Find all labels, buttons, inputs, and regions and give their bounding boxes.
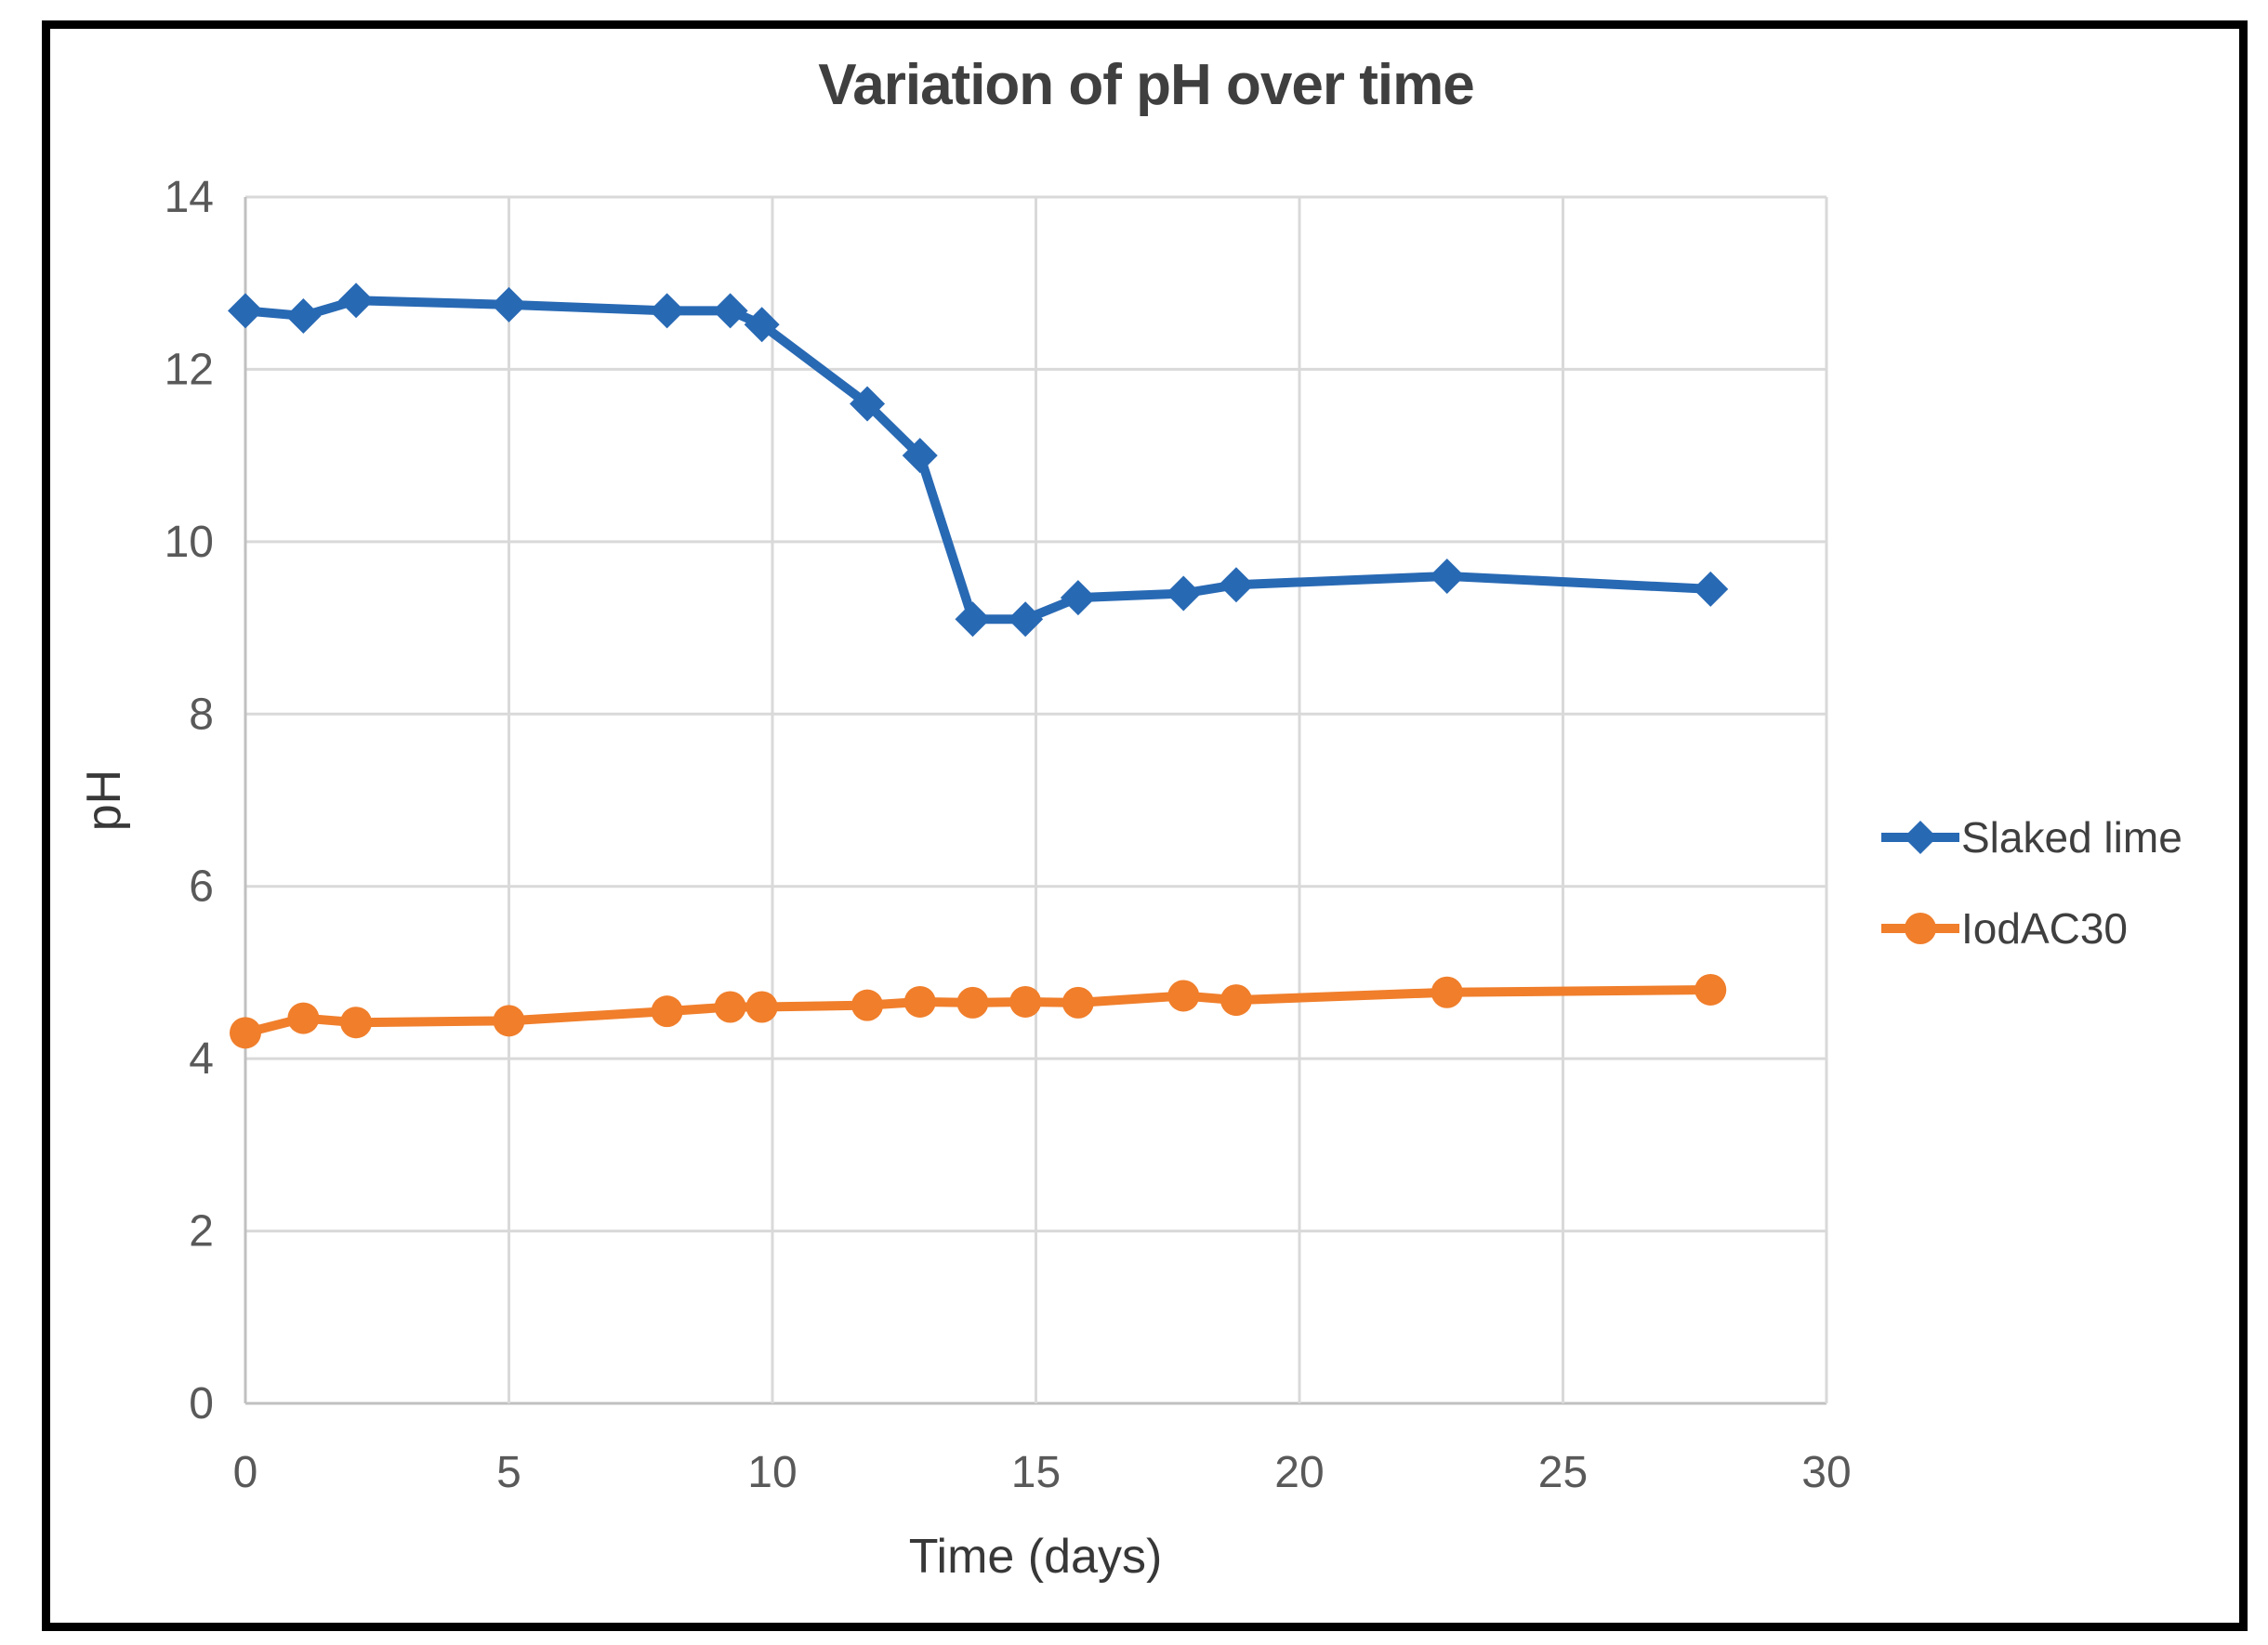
legend-item-iodac30: IodAC30 xyxy=(1879,901,2182,955)
legend-item-slaked-lime: Slaked lime xyxy=(1879,810,2182,864)
iodac30-legend-marker xyxy=(1881,913,1959,944)
data-point-1-11 xyxy=(1061,986,1094,1019)
x-tick-label-30: 30 xyxy=(1801,1448,1851,1497)
data-point-0-0 xyxy=(228,293,263,329)
data-point-0-12 xyxy=(1166,575,1202,612)
x-tick-label-10: 10 xyxy=(747,1448,797,1497)
y-tick-label-12: 12 xyxy=(165,345,214,394)
x-tick-label-20: 20 xyxy=(1274,1448,1324,1497)
data-point-1-13 xyxy=(1220,984,1252,1017)
data-point-1-0 xyxy=(230,1017,261,1049)
legend: Slaked lime IodAC30 xyxy=(1879,810,2182,993)
legend-diamond-icon xyxy=(1904,821,1937,854)
data-point-0-1 xyxy=(285,297,322,334)
data-point-1-2 xyxy=(340,1007,373,1039)
data-point-1-12 xyxy=(1167,980,1200,1012)
x-tick-label-25: 25 xyxy=(1538,1448,1588,1497)
y-tick-label-14: 14 xyxy=(165,173,214,222)
data-point-0-8 xyxy=(902,438,938,474)
data-point-1-5 xyxy=(714,991,746,1023)
data-point-0-14 xyxy=(1429,558,1465,594)
series-line-iodac30 xyxy=(241,984,1716,1038)
y-axis-title: pH xyxy=(77,769,131,832)
data-point-1-6 xyxy=(745,991,778,1023)
y-tick-label-6: 6 xyxy=(189,862,214,912)
data-point-1-3 xyxy=(493,1005,525,1037)
data-point-1-10 xyxy=(1009,985,1042,1018)
y-tick-label-2: 2 xyxy=(189,1207,214,1257)
data-point-1-1 xyxy=(287,1002,320,1034)
x-tick-label-0: 0 xyxy=(233,1448,258,1497)
legend-label-slaked-lime: Slaked lime xyxy=(1961,813,2182,862)
data-point-0-10 xyxy=(1008,601,1044,638)
data-point-0-6 xyxy=(744,307,780,343)
data-point-1-4 xyxy=(651,995,683,1028)
data-point-0-5 xyxy=(712,293,748,329)
slaked-lime-legend-marker xyxy=(1881,821,1959,854)
chart-title: Variation of pH over time xyxy=(818,53,1474,117)
y-tick-label-4: 4 xyxy=(189,1034,214,1084)
legend-circle-icon xyxy=(1905,913,1936,944)
data-point-1-9 xyxy=(956,986,989,1019)
figure-border xyxy=(42,20,2248,1631)
data-point-1-7 xyxy=(851,989,884,1021)
x-axis-title: Time (days) xyxy=(908,1530,1163,1584)
data-point-0-7 xyxy=(850,386,886,422)
y-tick-label-8: 8 xyxy=(189,690,214,739)
series-line-slaked-lime xyxy=(241,296,1716,625)
data-point-0-2 xyxy=(338,283,375,319)
data-point-0-3 xyxy=(491,286,527,322)
y-tick-label-10: 10 xyxy=(165,518,214,567)
data-point-0-11 xyxy=(1060,580,1096,616)
legend-label-iodac30: IodAC30 xyxy=(1961,904,2129,953)
data-point-0-15 xyxy=(1693,571,1729,607)
x-tick-label-15: 15 xyxy=(1011,1448,1061,1497)
data-point-1-8 xyxy=(903,985,936,1018)
data-point-0-4 xyxy=(649,293,685,329)
data-point-1-14 xyxy=(1431,976,1463,1008)
data-point-0-13 xyxy=(1218,567,1254,603)
y-tick-label-0: 0 xyxy=(189,1379,214,1428)
x-tick-label-5: 5 xyxy=(496,1448,521,1497)
data-point-1-15 xyxy=(1694,973,1727,1006)
data-point-0-9 xyxy=(955,601,991,638)
